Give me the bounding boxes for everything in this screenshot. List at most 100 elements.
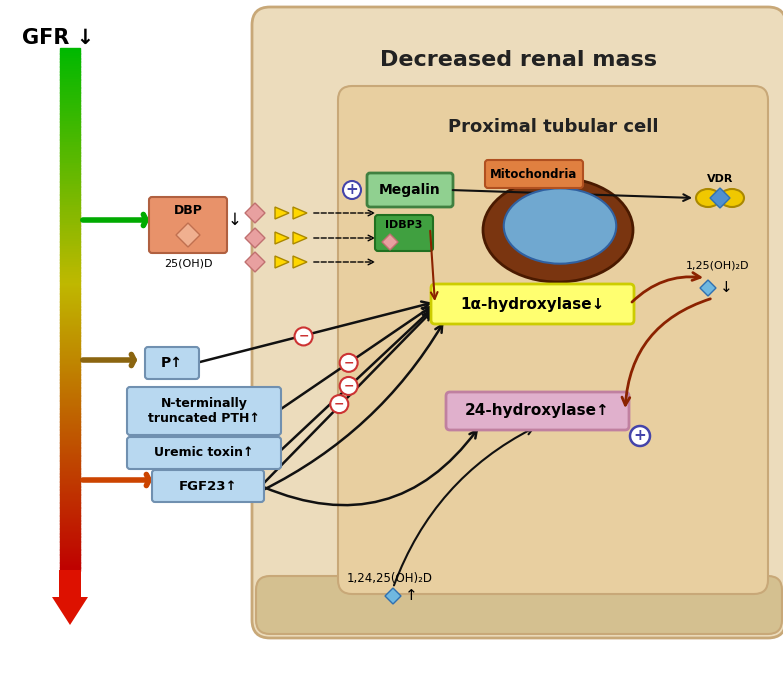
Bar [60,476,80,479]
Ellipse shape [503,188,616,264]
Bar [60,285,80,289]
Bar [60,77,80,80]
Bar [60,142,80,145]
Bar [60,374,80,378]
Text: +: + [345,182,359,197]
Text: −: − [334,397,345,411]
Text: Uremic toxin↑: Uremic toxin↑ [154,447,254,460]
FancyBboxPatch shape [152,470,264,502]
Bar [60,92,80,96]
Bar [60,439,80,443]
Text: 25(OH)D: 25(OH)D [164,258,212,268]
FancyBboxPatch shape [149,197,227,253]
Ellipse shape [720,189,744,207]
Bar [60,278,80,281]
Bar [60,165,80,169]
Bar [60,557,80,560]
Bar [60,387,80,391]
Circle shape [294,327,312,346]
Bar [60,384,80,388]
Bar [60,309,80,312]
Text: Mitochondria: Mitochondria [490,167,578,180]
Polygon shape [700,280,716,296]
Polygon shape [293,232,307,244]
Ellipse shape [483,178,633,282]
Text: −: − [344,380,354,393]
Bar [60,48,80,51]
Polygon shape [176,223,200,247]
Text: VDR: VDR [707,174,733,184]
Bar [60,121,80,124]
Bar [60,452,80,456]
Bar [60,296,80,299]
Text: ↑: ↑ [405,589,418,603]
Bar [60,171,80,174]
Text: 24-hydroxylase↑: 24-hydroxylase↑ [465,403,610,418]
Bar [60,348,80,351]
Bar [60,471,80,474]
Bar [60,298,80,302]
Polygon shape [275,207,289,219]
Bar [60,212,80,216]
Bar [60,153,80,155]
Bar [60,283,80,286]
Bar [60,267,80,271]
Bar [60,468,80,471]
Text: 1α-hydroxylase↓: 1α-hydroxylase↓ [460,296,604,311]
Polygon shape [382,234,398,250]
Bar [60,163,80,166]
Bar [60,119,80,121]
Bar [60,239,80,241]
Bar [60,414,80,416]
Bar [60,565,80,568]
Bar [60,108,80,111]
Bar [60,382,80,385]
FancyBboxPatch shape [485,160,583,188]
Text: −: − [298,330,309,343]
Bar [60,270,80,273]
Bar [60,484,80,487]
Bar [60,361,80,364]
Bar [60,567,80,570]
Bar [60,492,80,495]
Text: P↑: P↑ [161,356,183,370]
Bar [60,51,80,54]
Bar [60,338,80,341]
Bar [60,458,80,461]
Bar [60,87,80,90]
Bar [60,194,80,197]
Bar [60,494,80,498]
Text: 1,24,25(OH)₂D: 1,24,25(OH)₂D [347,572,433,585]
Bar [60,460,80,464]
Bar [60,82,80,85]
Bar [60,184,80,187]
Polygon shape [385,588,401,604]
Text: ↓: ↓ [228,211,242,229]
Bar [60,380,80,382]
Text: 1,25(OH)₂D: 1,25(OH)₂D [686,260,750,270]
Circle shape [340,377,358,395]
Bar [60,497,80,500]
Bar [60,233,80,237]
Bar [60,466,80,468]
Bar [60,534,80,536]
Bar [60,437,80,440]
Bar [60,288,80,292]
Bar [60,137,80,140]
Bar [60,168,80,171]
Bar [60,455,80,458]
Bar [60,174,80,176]
Bar [60,489,80,492]
Bar [60,218,80,221]
Bar [60,317,80,320]
Bar [60,123,80,127]
Bar [60,231,80,234]
Bar [60,176,80,179]
Bar [60,220,80,223]
Bar [60,64,80,66]
Bar [60,432,80,435]
Bar [60,463,80,466]
Bar [60,411,80,414]
Bar [60,393,80,396]
Bar [60,340,80,344]
